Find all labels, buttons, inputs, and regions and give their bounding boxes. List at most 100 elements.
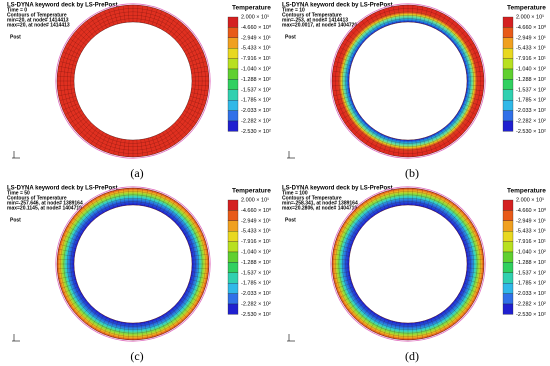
legend-label: -7.916 × 10¹	[241, 56, 271, 62]
legend-swatch	[502, 210, 514, 221]
legend-label: -1.785 × 10²	[516, 281, 546, 287]
post-label: Post	[285, 34, 296, 40]
legend-swatch	[227, 272, 239, 284]
legend-swatch	[227, 251, 239, 263]
legend-swatch	[502, 68, 514, 80]
legend-swatch	[502, 100, 514, 111]
legend-swatch	[502, 303, 514, 315]
legend-swatch	[502, 89, 514, 101]
legend-swatch	[227, 27, 239, 38]
legend-label: -5.433 × 10¹	[516, 46, 546, 52]
legend-swatch	[227, 231, 239, 242]
legend-label: -2.033 × 10²	[241, 291, 271, 297]
header-line: min=-258.341, at node# 1389164	[282, 200, 358, 206]
legend-swatch	[502, 16, 514, 28]
legend-label: -5.433 × 10¹	[516, 229, 546, 235]
legend-label: -1.040 × 10²	[241, 66, 271, 72]
legend-swatch	[502, 272, 514, 284]
legend-swatch	[227, 48, 239, 59]
header-line: max=20.0017, at node# 1404720	[282, 22, 357, 28]
post-label: Post	[10, 217, 21, 223]
legend-label: -2.530 × 10²	[516, 312, 546, 318]
legend-label: -2.282 × 10²	[241, 118, 271, 124]
legend-swatch	[227, 210, 239, 221]
header-line: min=-253, at node# 1414413	[282, 17, 348, 23]
axes-triad	[12, 334, 20, 342]
caption: (a)	[130, 166, 143, 180]
legend-label: -2.530 × 10²	[516, 129, 546, 135]
legend-label: -1.537 × 10²	[241, 270, 271, 276]
legend-label: 2.000 × 10¹	[516, 197, 544, 203]
legend-swatch	[502, 48, 514, 59]
legend-label: -1.785 × 10²	[516, 98, 546, 104]
legend-swatch	[227, 110, 239, 122]
ring-outline	[55, 3, 211, 159]
legend-swatch	[227, 16, 239, 28]
legend-label: -2.530 × 10²	[241, 129, 271, 135]
axes-triad	[287, 151, 295, 159]
header-line: max=20.2806, at node# 1404719	[282, 205, 357, 211]
legend-label: -4.660 × 10⁰	[516, 207, 547, 214]
legend-label: 2.000 × 10¹	[241, 197, 269, 203]
legend-title: Temperature	[232, 5, 271, 12]
legend-label: -7.916 × 10¹	[516, 56, 546, 62]
header-line: Contours of Temperature	[7, 195, 67, 201]
legend-swatch	[502, 262, 514, 273]
axes-triad	[287, 334, 295, 342]
legend-label: -1.537 × 10²	[516, 270, 546, 276]
header-line: Time = 50	[7, 190, 30, 196]
legend-title: Temperature	[507, 5, 546, 12]
header-line: min=20, at node# 1414413	[7, 17, 69, 23]
header-line: Contours of Temperature	[282, 12, 342, 18]
legend-label: -2.033 × 10²	[516, 108, 546, 114]
mesh	[57, 5, 209, 157]
legend-label: -1.288 × 10²	[516, 77, 546, 83]
axes-triad	[12, 151, 20, 159]
legend-swatch	[502, 110, 514, 122]
ring-outline	[55, 186, 211, 342]
legend-swatch	[502, 283, 514, 294]
header-line: LS-DYNA keyword deck by LS-PrePost	[7, 186, 117, 192]
legend-label: 2.000 × 10¹	[241, 14, 269, 20]
legend-label: -2.949 × 10¹	[241, 218, 271, 224]
post-label: Post	[10, 34, 21, 40]
legend-label: -1.288 × 10²	[516, 260, 546, 266]
header-line: max=20, at node# 1414413	[7, 22, 70, 28]
legend-swatch	[227, 120, 239, 132]
header-line: Time = 10	[282, 7, 305, 13]
header-line: max=20.1145, at node# 1404719	[7, 205, 82, 211]
legend-label: -1.537 × 10²	[241, 87, 271, 93]
legend-label: -1.040 × 10²	[241, 249, 271, 255]
legend-label: -2.949 × 10¹	[241, 35, 271, 41]
legend-swatch	[227, 241, 239, 253]
legend-swatch	[502, 251, 514, 263]
mesh	[332, 5, 484, 157]
legend-swatch	[502, 220, 514, 232]
legend-label: -1.288 × 10²	[241, 260, 271, 266]
header-line: LS-DYNA keyword deck by LS-PrePost	[282, 186, 392, 192]
post-label: Post	[285, 217, 296, 223]
legend-label: -2.949 × 10¹	[516, 35, 546, 41]
legend-label: -7.916 × 10¹	[516, 239, 546, 245]
header-line: LS-DYNA keyword deck by LS-PrePost	[282, 3, 392, 9]
legend-swatch	[502, 58, 514, 70]
legend-label: -5.433 × 10¹	[241, 46, 271, 52]
legend-swatch	[227, 68, 239, 80]
legend-label: -2.033 × 10²	[241, 108, 271, 114]
legend-swatch	[227, 79, 239, 90]
legend-swatch	[227, 37, 239, 49]
legend-swatch	[227, 220, 239, 232]
legend-label: -1.040 × 10²	[516, 66, 546, 72]
legend-label: -2.033 × 10²	[516, 291, 546, 297]
legend-swatch	[227, 100, 239, 111]
header-line: Time = 100	[282, 190, 308, 196]
legend-swatch	[502, 241, 514, 253]
header-line: Time = 0	[7, 7, 27, 13]
legend-title: Temperature	[507, 188, 546, 195]
ring-outline	[330, 186, 486, 342]
legend-swatch	[502, 120, 514, 132]
